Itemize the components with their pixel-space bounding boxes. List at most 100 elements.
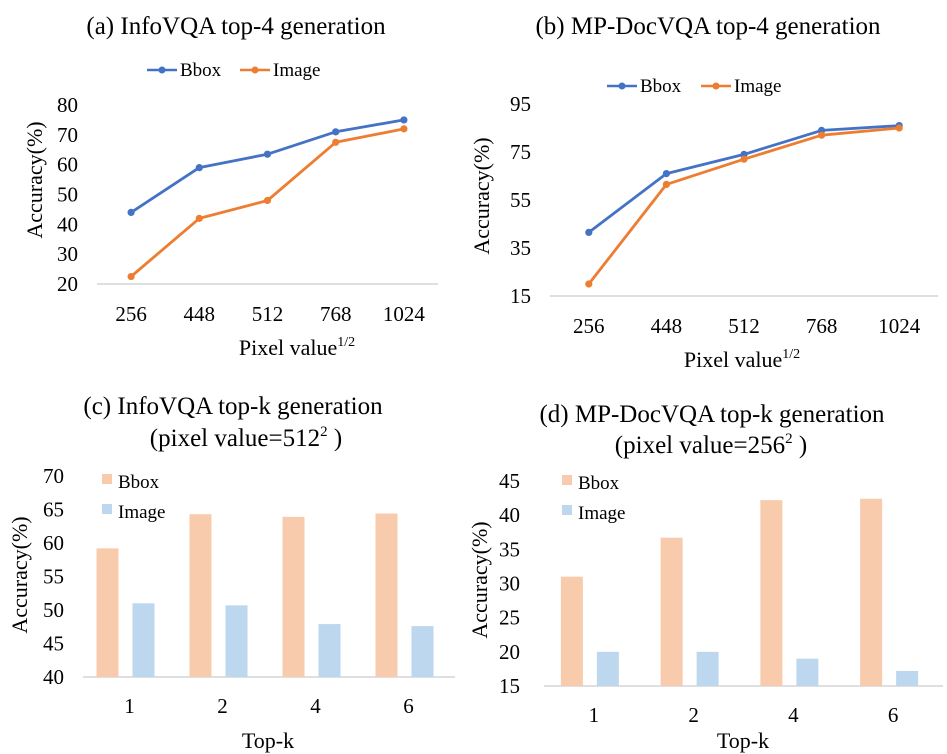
chart-d-ytick-20: 20	[499, 640, 520, 664]
chart-b-ytick-35: 35	[510, 236, 531, 260]
chart-a-series	[127, 116, 408, 281]
chart-d-bars	[560, 498, 919, 686]
chart-c-ytick-40: 40	[43, 665, 64, 689]
legend-b-bbox-marker	[618, 82, 626, 90]
legend-c-image-swatch	[102, 504, 112, 514]
chart-b-ytick-15: 15	[510, 284, 531, 308]
chart-c: (c) InfoVQA top-k generation (pixel valu…	[7, 393, 455, 753]
chart-a-xtick-256: 256	[115, 302, 147, 326]
chart-b-xlabel-sup: 1/2	[782, 347, 800, 362]
chart-d-ytick-30: 30	[499, 572, 520, 596]
chart-d-ylabel: Accuracy(%)	[467, 521, 492, 638]
chart-d-bar-image-1	[596, 651, 619, 686]
chart-c-bar-image-1	[132, 603, 155, 677]
chart-b-ylabel: Accuracy(%)	[469, 137, 494, 254]
chart-a-xticks: 256 448 512 768 1024	[115, 302, 425, 326]
chart-a-ytick-60: 60	[57, 153, 78, 177]
chart-d-xtick-6: 6	[888, 703, 899, 727]
legend-b-image-label: Image	[734, 76, 781, 97]
chart-a-ytick-70: 70	[57, 123, 78, 147]
legend-d-bbox-label: Bbox	[578, 473, 620, 494]
chart-d-ytick-40: 40	[499, 503, 520, 527]
chart-b-point-bbox-448	[662, 170, 671, 178]
chart-b-point-image-256	[585, 280, 593, 288]
chart-d-bar-image-4	[796, 658, 819, 686]
chart-a-point-bbox-1024	[400, 116, 408, 124]
chart-b-point-bbox-256	[585, 228, 593, 236]
chart-d-xlabel: Top-k	[717, 728, 769, 753]
chart-b-xtick-448: 448	[651, 314, 683, 338]
chart-c-yticks: 40 45 50 55 60 65 70	[43, 464, 64, 689]
legend-c-bbox-swatch	[102, 474, 112, 484]
chart-a-point-bbox-768	[332, 128, 340, 136]
legend-d-image-swatch	[562, 505, 572, 515]
chart-d-bar-bbox-2	[660, 537, 683, 686]
chart-a-point-bbox-448	[195, 164, 203, 172]
chart-d-xtick-4: 4	[788, 703, 799, 727]
chart-c-bar-image-2	[225, 605, 248, 677]
chart-d-title-line1: (d) MP-DocVQA top-k generation	[539, 401, 885, 428]
chart-b-point-image-448	[662, 180, 671, 188]
chart-d-title-sup: 2	[785, 431, 793, 447]
chart-a-yticks: 20 30 40 50 60 70 80	[57, 93, 78, 296]
chart-b-ytick-95: 95	[510, 92, 531, 116]
chart-d-ytick-45: 45	[499, 469, 520, 493]
chart-d-bar-image-2	[696, 651, 719, 686]
legend-b-bbox-label: Bbox	[640, 76, 682, 97]
chart-c-ytick-70: 70	[43, 464, 64, 488]
chart-d-bar-bbox-1	[560, 576, 583, 686]
chart-c-xlabel: Top-k	[242, 728, 294, 753]
chart-d-ytick-15: 15	[499, 674, 520, 698]
chart-b-xtick-256: 256	[573, 314, 605, 338]
chart-a-legend: Bbox Image	[147, 60, 320, 81]
chart-b-title: (b) MP-DocVQA top-4 generation	[535, 13, 881, 40]
legend-b-image-marker	[712, 82, 720, 90]
chart-b-point-image-768	[818, 131, 826, 139]
chart-a-ytick-30: 30	[57, 242, 78, 266]
chart-a-point-image-768	[332, 138, 340, 146]
chart-a-ytick-50: 50	[57, 183, 78, 207]
chart-d-title-line2: (pixel value=2562 )	[615, 431, 807, 459]
chart-a-point-image-256	[127, 272, 135, 281]
chart-b: (b) MP-DocVQA top-4 generation Bbox Imag…	[469, 13, 938, 372]
chart-b-xticks: 256 448 512 768 1024	[573, 314, 921, 338]
chart-c-ylabel: Accuracy(%)	[7, 516, 32, 633]
chart-a-point-bbox-256	[127, 208, 135, 216]
chart-d-title-end: )	[793, 432, 808, 459]
legend-a-bbox-label: Bbox	[180, 60, 222, 81]
chart-c-bars	[96, 513, 434, 677]
legend-a-image-label: Image	[273, 60, 320, 81]
chart-a-ytick-40: 40	[57, 212, 78, 236]
chart-b-xtick-1024: 1024	[878, 314, 921, 338]
chart-a-xtick-1024: 1024	[383, 302, 426, 326]
chart-d-bar-bbox-6	[860, 498, 883, 686]
chart-c-xtick-6: 6	[403, 694, 414, 718]
chart-d-legend: Bbox Image	[562, 473, 625, 524]
chart-c-title-line2-main: (pixel value=512	[150, 425, 320, 452]
chart-b-point-image-1024	[895, 124, 903, 132]
chart-b-line-bbox	[587, 124, 900, 234]
chart-c-ytick-45: 45	[43, 632, 64, 656]
chart-c-ytick-60: 60	[43, 531, 64, 555]
chart-b-xtick-768: 768	[806, 314, 838, 338]
chart-c-xtick-4: 4	[310, 694, 321, 718]
legend-c-image-label: Image	[118, 502, 165, 523]
chart-a-ytick-80: 80	[57, 93, 78, 117]
chart-a-xtick-448: 448	[184, 302, 216, 326]
chart-d-ytick-35: 35	[499, 537, 520, 561]
chart-b-legend: Bbox Image	[607, 76, 781, 97]
chart-b-series	[585, 122, 903, 288]
chart-b-xlabel: Pixel value1/2	[684, 347, 800, 372]
chart-c-bar-bbox-2	[189, 514, 212, 677]
chart-c-bar-image-6	[411, 626, 434, 677]
chart-a: (a) InfoVQA top-4 generation Bbox Image …	[22, 13, 438, 360]
chart-a-xtick-512: 512	[252, 302, 284, 326]
chart-a-xlabel-main: Pixel value	[239, 335, 337, 360]
chart-b-ytick-55: 55	[510, 188, 531, 212]
legend-a-image-marker	[251, 66, 259, 74]
legend-a-bbox-marker	[158, 66, 166, 74]
chart-c-ytick-65: 65	[43, 498, 64, 522]
chart-c-title-sup: 2	[320, 424, 328, 440]
chart-b-xlabel-main: Pixel value	[684, 347, 782, 372]
